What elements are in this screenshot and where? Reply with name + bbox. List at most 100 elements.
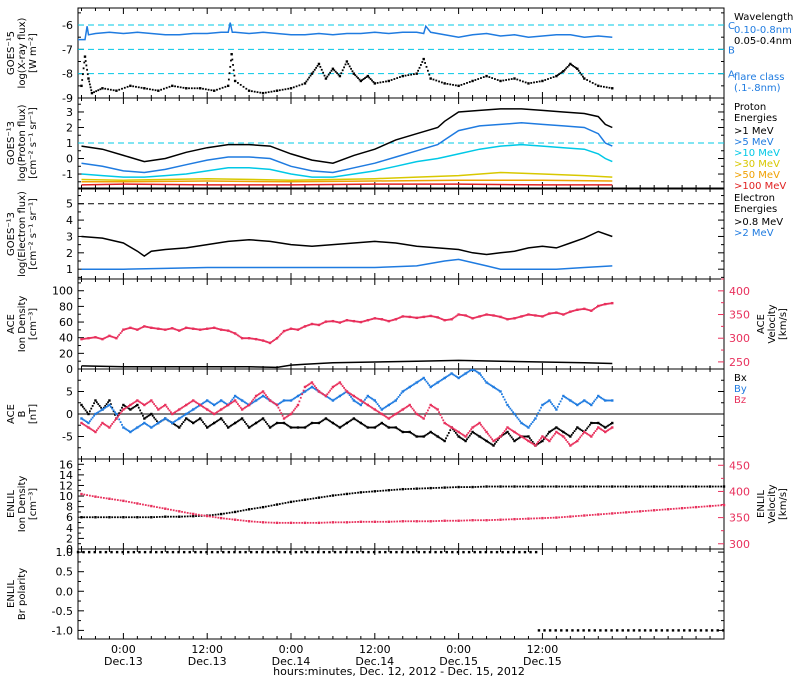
data-point xyxy=(661,485,664,488)
data-point xyxy=(245,423,248,425)
data-point xyxy=(172,509,175,512)
data-point xyxy=(535,414,538,417)
data-point xyxy=(410,520,413,523)
data-point xyxy=(365,425,368,428)
data-point xyxy=(199,417,202,420)
data-point xyxy=(524,424,527,427)
data-point xyxy=(489,436,492,439)
data-point xyxy=(183,419,186,422)
data-point xyxy=(494,519,496,521)
data-point xyxy=(132,550,136,554)
data-point xyxy=(263,392,266,395)
data-point xyxy=(343,320,345,323)
data-point xyxy=(94,516,97,519)
data-point xyxy=(569,62,572,66)
data-point xyxy=(99,88,102,91)
data-point xyxy=(454,432,457,434)
data-point xyxy=(537,314,540,317)
data-point xyxy=(214,421,217,423)
data-point xyxy=(453,428,456,431)
data-point xyxy=(644,485,647,488)
data-point xyxy=(425,65,428,68)
data-point xyxy=(622,485,625,488)
data-point xyxy=(540,315,542,318)
data-point xyxy=(244,337,246,340)
data-point xyxy=(604,430,607,434)
data-point xyxy=(345,319,349,322)
data-point xyxy=(295,521,298,524)
data-point xyxy=(552,428,555,431)
data-point xyxy=(264,91,267,94)
data-point xyxy=(400,430,403,432)
data-point xyxy=(90,428,93,431)
data-point xyxy=(425,380,428,383)
data-point xyxy=(380,421,383,425)
data-point xyxy=(147,516,150,519)
data-point xyxy=(111,498,114,501)
data-point xyxy=(156,327,158,330)
data-point xyxy=(432,487,435,489)
data-point xyxy=(506,318,509,321)
data-point xyxy=(312,70,315,73)
data-point xyxy=(164,507,167,510)
data-point xyxy=(443,439,446,443)
data-point xyxy=(417,380,420,383)
data-point xyxy=(263,340,266,342)
data-point xyxy=(541,485,544,488)
data-point xyxy=(355,320,358,323)
data-point xyxy=(207,88,210,91)
data-point xyxy=(306,384,309,387)
data-point xyxy=(516,316,519,319)
data-point xyxy=(100,337,102,340)
data-point xyxy=(275,403,279,407)
data-point xyxy=(199,87,202,90)
data-point xyxy=(250,507,253,510)
data-point xyxy=(395,550,398,554)
data-point xyxy=(267,398,270,401)
data-point xyxy=(136,399,139,402)
data-point xyxy=(139,503,142,505)
data-point xyxy=(575,66,577,69)
data-point xyxy=(317,550,320,554)
data-point xyxy=(456,314,459,317)
data-point xyxy=(137,406,140,409)
data-point xyxy=(242,337,245,340)
data-point xyxy=(119,516,122,519)
data-point xyxy=(573,441,576,444)
data-point xyxy=(94,399,97,402)
data-point xyxy=(225,329,228,332)
data-point xyxy=(556,74,559,77)
data-point xyxy=(470,428,473,431)
data-point xyxy=(358,403,361,405)
data-point xyxy=(443,376,446,380)
data-point xyxy=(98,410,101,413)
data-point xyxy=(554,311,556,314)
data-point xyxy=(418,379,421,382)
data-point xyxy=(168,420,171,423)
data-point xyxy=(338,426,342,429)
data-point xyxy=(212,421,216,425)
data-point xyxy=(284,399,287,402)
data-point xyxy=(431,385,433,387)
data-point xyxy=(602,430,605,432)
flare-class-label: B xyxy=(728,45,735,56)
data-point xyxy=(343,387,345,389)
data-point xyxy=(284,423,287,425)
data-point xyxy=(549,516,552,519)
data-point xyxy=(232,400,235,403)
y-axis-label: log(Proton flux) xyxy=(17,104,28,181)
data-point xyxy=(384,550,387,554)
data-point xyxy=(245,405,248,408)
data-point xyxy=(376,317,379,320)
data-point xyxy=(112,89,115,92)
data-point xyxy=(313,385,316,387)
data-point xyxy=(271,401,274,404)
data-point xyxy=(517,437,520,440)
data-point xyxy=(151,401,154,404)
data-point xyxy=(136,328,139,331)
data-point xyxy=(697,485,700,488)
data-point xyxy=(83,55,87,58)
data-point xyxy=(547,517,549,519)
data-point xyxy=(249,550,253,554)
